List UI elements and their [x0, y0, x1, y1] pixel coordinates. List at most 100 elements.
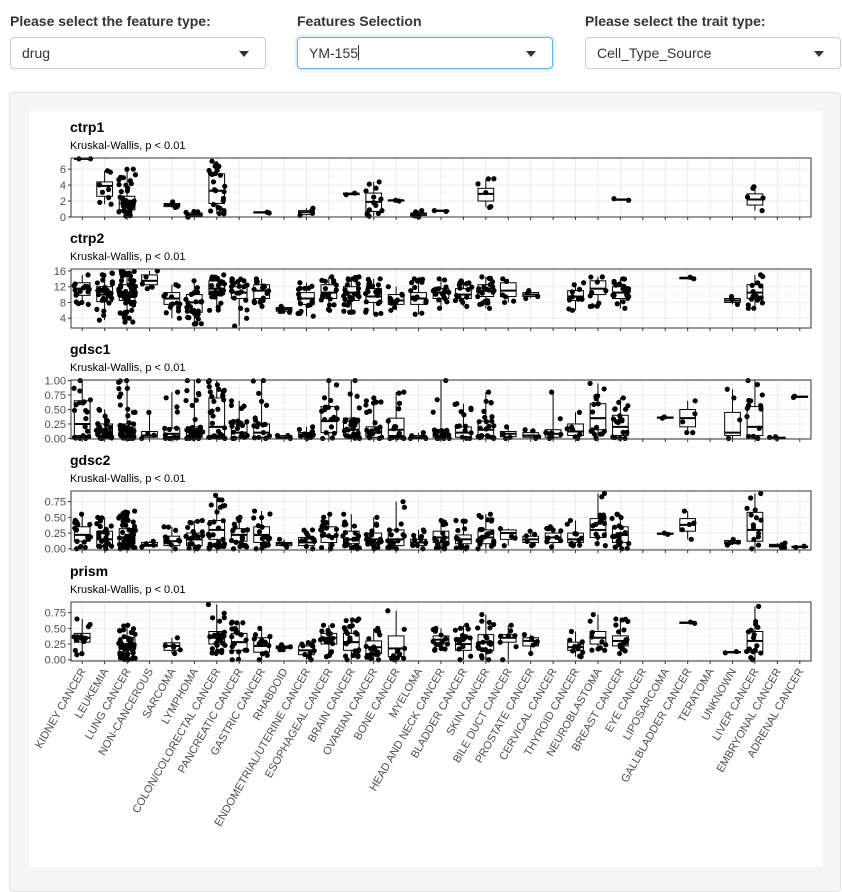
data-point	[489, 418, 495, 424]
data-point	[481, 534, 488, 540]
box-leukemia	[96, 168, 114, 207]
data-point	[207, 541, 213, 547]
box-prostate-cancer	[522, 288, 541, 302]
data-point	[691, 276, 697, 282]
data-point	[221, 397, 227, 403]
data-point	[609, 515, 615, 522]
data-point	[390, 540, 397, 546]
data-point	[151, 432, 157, 438]
data-point	[599, 639, 605, 645]
chevron-down-icon	[526, 51, 536, 57]
box-gallbladder-cancer	[679, 398, 698, 436]
data-point	[192, 289, 199, 295]
data-point	[375, 300, 381, 307]
data-point	[101, 272, 107, 279]
data-point	[452, 627, 459, 633]
data-point	[343, 417, 349, 423]
data-point	[591, 431, 598, 437]
data-point	[85, 272, 91, 278]
data-point	[77, 435, 83, 441]
box-gallbladder-cancer	[679, 508, 697, 542]
data-point	[369, 651, 375, 657]
box-skin-cancer	[475, 389, 497, 442]
data-point	[680, 419, 686, 425]
data-point	[479, 526, 485, 533]
box-unknown	[722, 648, 741, 656]
data-point	[414, 542, 420, 548]
data-point	[259, 651, 265, 657]
data-point	[354, 393, 360, 399]
box-breast-cancer	[612, 616, 631, 657]
box-unknown	[724, 536, 741, 548]
data-point	[130, 535, 136, 542]
data-point	[430, 638, 436, 644]
data-point	[589, 629, 595, 636]
data-point	[351, 523, 358, 529]
box-myeloma	[408, 276, 429, 317]
data-point	[309, 527, 316, 533]
data-point	[328, 649, 335, 655]
data-point	[333, 526, 340, 532]
box-colon-colorectal-cancer	[205, 601, 228, 657]
data-point	[754, 297, 761, 303]
data-point	[750, 433, 756, 439]
data-point	[774, 435, 780, 442]
data-point	[352, 277, 359, 283]
box-adrenal-cancer	[791, 543, 809, 551]
data-point	[145, 431, 151, 437]
data-point	[195, 316, 201, 322]
data-point	[252, 417, 259, 423]
box-lung-cancer	[116, 508, 139, 552]
data-point	[342, 653, 349, 659]
data-point	[329, 640, 336, 647]
data-point	[759, 392, 765, 398]
data-point	[259, 524, 265, 530]
data-point	[117, 423, 123, 429]
data-point	[366, 181, 372, 187]
data-point	[276, 536, 283, 542]
data-point	[306, 285, 312, 291]
data-point	[252, 632, 259, 638]
data-point	[414, 294, 420, 300]
feature-type-select[interactable]: drug	[10, 37, 266, 69]
data-point	[96, 407, 103, 413]
data-point	[230, 546, 237, 552]
data-point	[71, 385, 77, 391]
box-liver-cancer	[744, 377, 765, 442]
data-point	[341, 428, 348, 434]
panel-ctrp2: ctrp2 Kruskal-Wallis, p < 0.01 4 8 12 16	[54, 230, 812, 331]
data-point	[217, 618, 223, 624]
data-point	[84, 409, 90, 415]
data-point	[139, 281, 145, 287]
data-point	[499, 292, 506, 298]
data-point	[251, 286, 257, 292]
features-selection-input[interactable]: YM-155	[297, 37, 553, 69]
data-point	[508, 533, 515, 539]
box-neuroblastoma	[587, 611, 609, 653]
data-point	[212, 492, 219, 498]
data-point	[580, 649, 586, 655]
box-bile-duct-cancer	[499, 424, 517, 442]
box-prostate-cancer	[522, 528, 540, 549]
data-point	[462, 526, 468, 532]
trait-type-select[interactable]: Cell_Type_Source	[585, 37, 841, 69]
data-point	[73, 402, 79, 408]
data-point	[488, 400, 494, 406]
data-point	[622, 435, 628, 442]
data-point	[352, 377, 358, 384]
data-point	[130, 319, 136, 325]
data-point	[373, 651, 380, 658]
data-point	[221, 387, 227, 393]
data-point	[341, 308, 347, 314]
data-point	[170, 199, 176, 205]
data-point	[95, 292, 102, 298]
box-rhabdoid	[274, 432, 293, 442]
data-point	[621, 627, 627, 633]
data-point	[752, 292, 758, 298]
data-point	[331, 302, 337, 308]
data-point	[725, 435, 732, 442]
data-point	[116, 640, 122, 647]
data-point	[420, 546, 426, 552]
data-point	[512, 633, 518, 639]
y-tick-label: 0.50	[45, 623, 66, 635]
